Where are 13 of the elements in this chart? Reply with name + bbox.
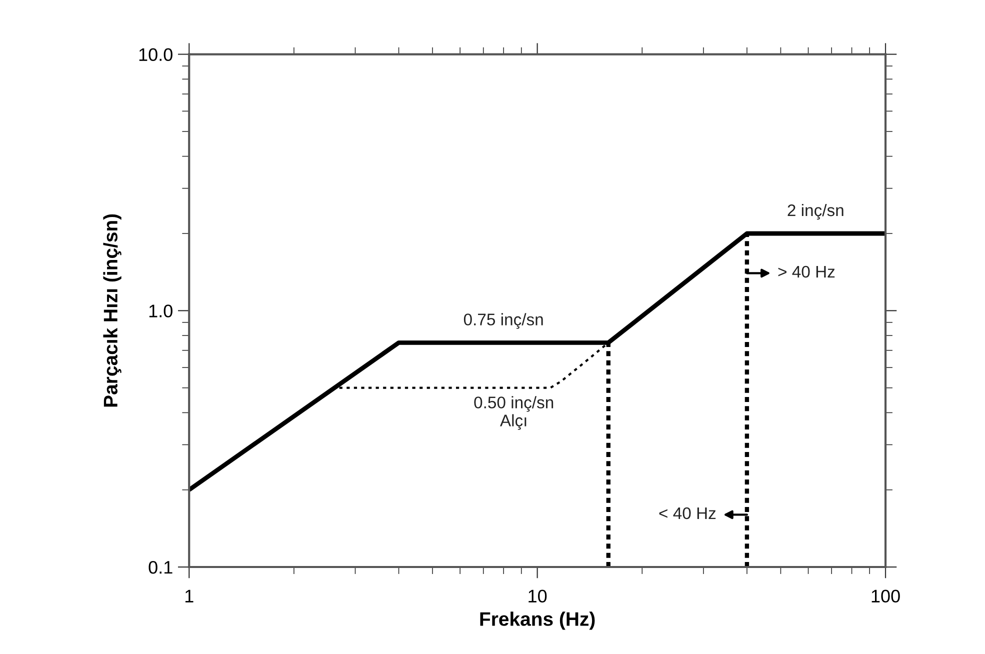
x-tick-label: 1 xyxy=(185,590,194,602)
annotation: 2 inç/sn xyxy=(788,204,844,220)
y-tick-label: 0.1 xyxy=(148,560,172,574)
annotation: < 40 Hz xyxy=(659,507,716,520)
x-axis-title: Frekans (Hz) xyxy=(480,612,595,630)
annotation: 0.75 inç/sn xyxy=(464,313,543,329)
y-tick-label: 1.0 xyxy=(149,304,172,318)
annotation: 0.50 inç/sn Alçı xyxy=(474,396,554,430)
annotation: > 40 Hz xyxy=(778,266,835,278)
x-tick-label: 10 xyxy=(528,590,547,603)
x-tick-label: 100 xyxy=(872,590,900,603)
y-axis-title: Parçacık Hızı (inç/sn) xyxy=(103,214,122,407)
y-tick-label: 10.0 xyxy=(139,48,172,61)
